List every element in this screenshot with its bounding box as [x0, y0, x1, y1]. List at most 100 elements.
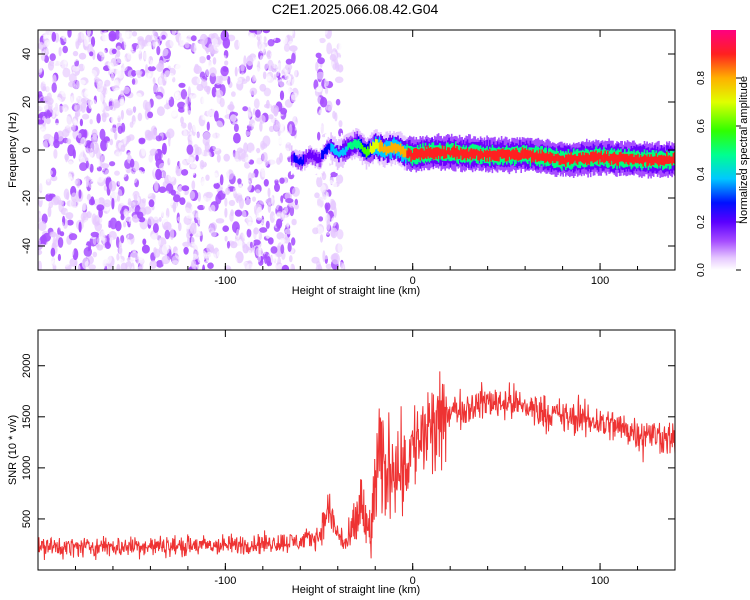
ridge-cell [347, 142, 349, 150]
noise-speck [273, 196, 281, 202]
noise-speck [234, 66, 238, 77]
noise-speck [216, 154, 221, 163]
noise-speck [270, 254, 279, 264]
noise-speck [104, 47, 108, 54]
noise-speck [211, 38, 218, 46]
noise-speck [214, 236, 221, 246]
noise-speck [177, 253, 186, 265]
noise-speck [138, 138, 146, 145]
noise-speck [57, 237, 64, 248]
noise-speck [92, 236, 97, 245]
ridge-cell [306, 152, 309, 165]
noise-speck [276, 218, 283, 229]
noise-speck [284, 228, 293, 235]
noise-speck [78, 221, 82, 233]
ridge-cell [504, 149, 507, 162]
noise-speck [72, 66, 80, 72]
ridge-cell [479, 149, 482, 160]
noise-speck [197, 204, 206, 211]
noise-speck [291, 111, 296, 123]
noise-speck [100, 154, 110, 166]
noise-speck [113, 102, 121, 109]
ridge-cell [563, 157, 566, 165]
noise-speck [169, 228, 175, 240]
ridge-cell [638, 157, 641, 165]
noise-speck [237, 39, 244, 48]
ridge-cell [431, 149, 433, 158]
noise-speck [116, 263, 121, 270]
noise-speck [44, 55, 49, 63]
noise-speck [326, 232, 330, 237]
noise-speck [88, 179, 98, 190]
snr-xlabel: Height of straight line (km) [292, 584, 420, 596]
noise-speck [38, 41, 44, 50]
noise-speck [261, 219, 266, 225]
noise-speck [233, 57, 238, 66]
noise-speck [166, 119, 170, 130]
noise-speck [45, 193, 53, 202]
noise-speck [78, 63, 85, 72]
noise-speck [177, 101, 186, 110]
ridge-cell [572, 155, 575, 163]
noise-speck [141, 198, 147, 204]
ridge-cell [311, 151, 314, 159]
ridge-cell [294, 155, 297, 163]
noise-speck [69, 258, 78, 267]
noise-speck [54, 131, 59, 144]
noise-speck [336, 229, 344, 240]
noise-speck [95, 185, 102, 193]
heatmap-ticks: -100 0 100 -40 -20 0 20 40 [21, 30, 676, 287]
ridge-cell [450, 148, 453, 156]
noise-speck [68, 73, 77, 83]
noise-speck [125, 43, 133, 55]
noise-speck [315, 205, 322, 217]
ridge-cell [538, 149, 541, 162]
noise-speck [241, 44, 251, 56]
noise-speck [259, 160, 264, 173]
ridge-cell [604, 150, 606, 163]
x-tick-label: 0 [410, 575, 416, 587]
noise-speck [122, 77, 129, 86]
noise-speck [72, 248, 79, 261]
noise-speck [322, 250, 326, 263]
noise-speck [233, 123, 239, 133]
noise-speck [206, 121, 210, 131]
noise-speck [127, 201, 136, 207]
ridge-cell [511, 149, 513, 159]
noise-speck [147, 65, 156, 72]
ridge-cell [492, 150, 495, 161]
noise-speck [72, 34, 79, 42]
ridge-cell [363, 147, 365, 154]
noise-speck [121, 83, 125, 91]
noise-speck [266, 194, 274, 206]
noise-speck [81, 168, 85, 178]
ridge-cell [554, 154, 557, 163]
noise-speck [256, 30, 262, 38]
noise-speck [92, 177, 98, 184]
noise-speck [62, 169, 69, 177]
noise-speck [38, 119, 45, 125]
noise-speck [146, 41, 153, 51]
noise-speck [338, 34, 342, 40]
noise-speck [89, 119, 93, 125]
noise-speck [106, 140, 111, 150]
noise-speck [247, 249, 252, 261]
noise-speck [325, 263, 332, 270]
noise-speck [100, 230, 106, 242]
noise-speck [96, 113, 101, 124]
noise-speck [131, 78, 136, 85]
ridge-cell [437, 147, 440, 156]
noise-speck [319, 192, 326, 201]
noise-speck [332, 110, 336, 119]
y-tick-label: 500 [21, 510, 33, 528]
noise-speck [257, 75, 261, 88]
noise-speck [228, 199, 236, 207]
noise-speck [279, 90, 285, 101]
noise-speck [287, 242, 292, 253]
noise-speck [242, 229, 248, 239]
ridge-cell [544, 153, 546, 164]
noise-speck [65, 153, 69, 163]
ridge-cell [410, 150, 412, 162]
noise-speck [324, 77, 329, 87]
